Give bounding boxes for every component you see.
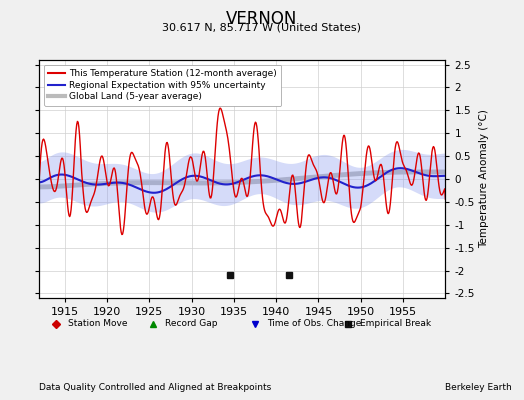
Text: Berkeley Earth: Berkeley Earth	[445, 383, 512, 392]
Legend: This Temperature Station (12-month average), Regional Expectation with 95% uncer: This Temperature Station (12-month avera…	[44, 64, 281, 106]
Y-axis label: Temperature Anomaly (°C): Temperature Anomaly (°C)	[479, 110, 489, 248]
Text: 30.617 N, 85.717 W (United States): 30.617 N, 85.717 W (United States)	[162, 22, 362, 32]
Text: Data Quality Controlled and Aligned at Breakpoints: Data Quality Controlled and Aligned at B…	[39, 383, 271, 392]
Text: VERNON: VERNON	[226, 10, 298, 28]
Text: Record Gap: Record Gap	[165, 319, 217, 328]
Text: Empirical Break: Empirical Break	[360, 319, 431, 328]
Text: Time of Obs. Change: Time of Obs. Change	[267, 319, 361, 328]
Text: Station Move: Station Move	[68, 319, 127, 328]
